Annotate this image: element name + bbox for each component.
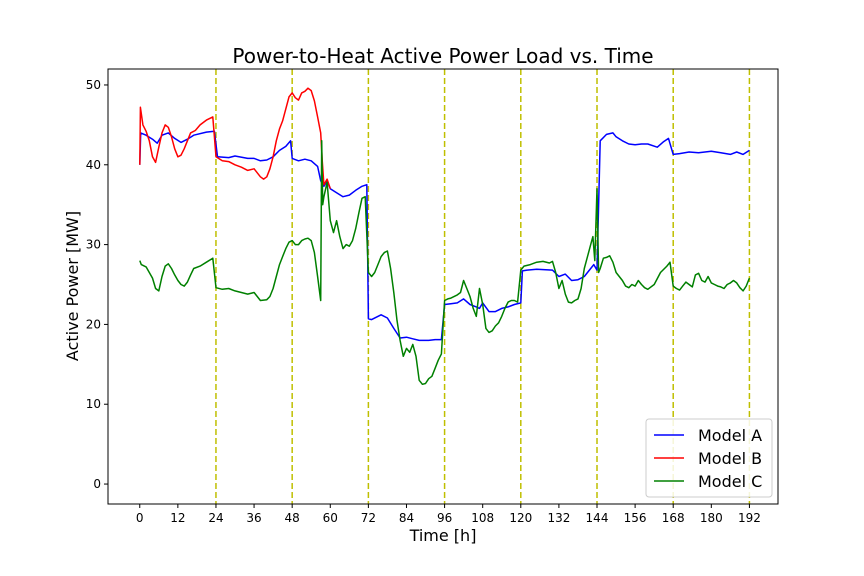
y-axis-label: Active Power [MW]	[63, 211, 82, 361]
x-tick-label-72: 72	[361, 511, 376, 525]
y-tick-label-40: 40	[86, 158, 101, 172]
x-tick-label-96: 96	[437, 511, 452, 525]
y-axis-ticks: 0 10 20 30 40 50	[86, 78, 108, 491]
x-tick-label-192: 192	[738, 511, 761, 525]
x-tick-label-36: 36	[246, 511, 261, 525]
x-axis-ticks: 0 12 24 36 48 60 72 84 96 108 120 132 144 156 168 180 19…	[136, 504, 761, 525]
y-tick-label-50: 50	[86, 78, 101, 92]
y-tick-label-30: 30	[86, 238, 101, 252]
legend-label-model-c: Model C	[698, 472, 762, 491]
x-tick-label-180: 180	[700, 511, 723, 525]
x-tick-label-144: 144	[586, 511, 609, 525]
x-tick-label-24: 24	[208, 511, 223, 525]
legend-box	[645, 418, 773, 498]
series-model-c	[139, 140, 751, 386]
legend-label-model-a: Model A	[698, 426, 762, 445]
x-tick-label-168: 168	[662, 511, 685, 525]
x-tick-label-120: 120	[509, 511, 532, 525]
x-tick-label-84: 84	[399, 511, 414, 525]
x-tick-label-132: 132	[547, 511, 570, 525]
y-tick-label-0: 0	[93, 477, 101, 491]
x-tick-label-108: 108	[471, 511, 494, 525]
x-tick-label-60: 60	[323, 511, 338, 525]
y-tick-label-20: 20	[86, 317, 101, 331]
x-axis-label: Time [h]	[409, 526, 477, 545]
x-tick-label-12: 12	[170, 511, 185, 525]
series-model-b	[139, 87, 332, 189]
x-tick-label-0: 0	[136, 511, 144, 525]
plot-area-frame	[107, 68, 779, 505]
legend-label-model-b: Model B	[698, 449, 762, 468]
legend: Model A Model B Model C	[645, 418, 773, 498]
series-lines	[139, 87, 751, 386]
x-tick-label-156: 156	[624, 511, 647, 525]
chart-title: Power-to-Heat Active Power Load vs. Time	[232, 44, 653, 68]
x-tick-label-48: 48	[285, 511, 300, 525]
series-model-a	[139, 130, 750, 342]
y-tick-label-10: 10	[86, 397, 101, 411]
